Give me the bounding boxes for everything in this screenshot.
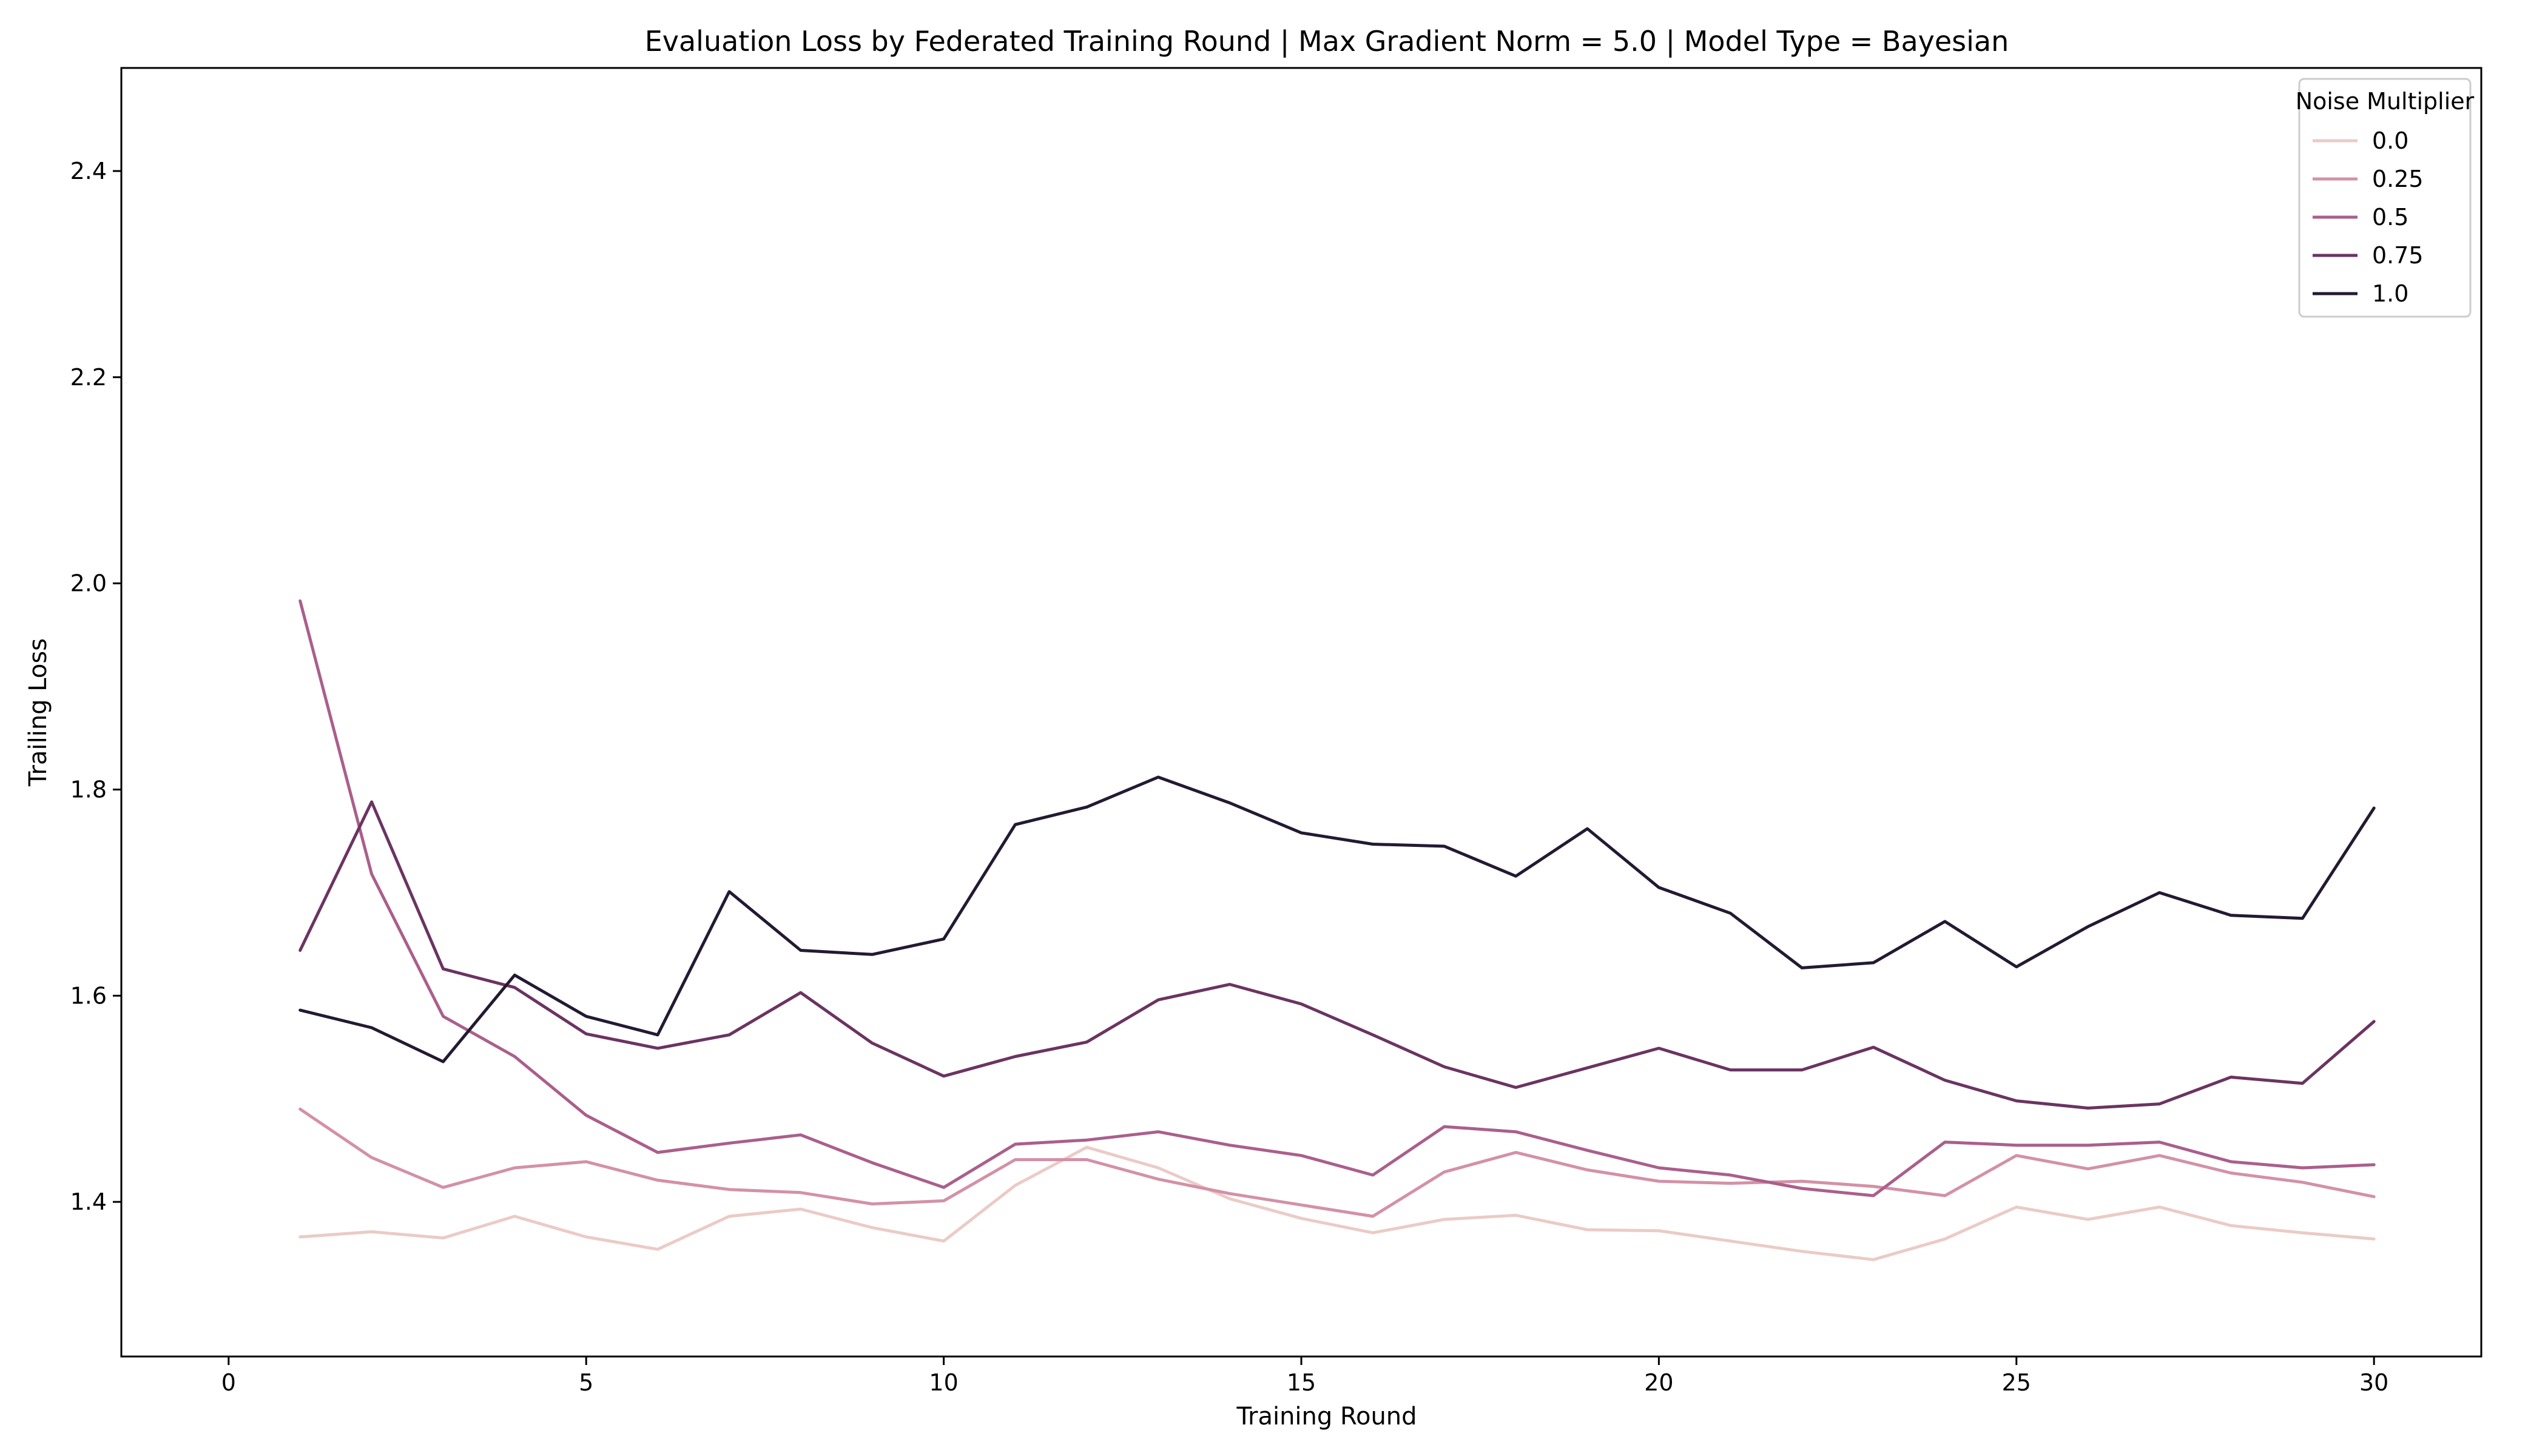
legend-label: 0.5 [2372, 204, 2408, 231]
legend-label: 0.25 [2372, 166, 2424, 192]
axis-ticks: 0 5 10 15 20 25 30 1.4 1.6 1.8 2.0 2.2 2.4 [70, 158, 2389, 1396]
plot-frame [120, 67, 2482, 1358]
legend-frame [2298, 78, 2472, 318]
series-line-0-75 [298, 800, 2376, 1110]
y-tick-label: 2.4 [70, 158, 107, 184]
series-line-0-0 [298, 1145, 2376, 1261]
y-tick-label: 2.2 [70, 364, 107, 391]
legend-items: 0.0 0.25 0.5 0.75 1.0 [2313, 127, 2424, 307]
series-line-0-5 [298, 599, 2376, 1198]
x-tick-label: 20 [1644, 1369, 1673, 1396]
legend-label: 1.0 [2372, 280, 2408, 307]
y-axis-label: Trailing Loss [24, 638, 52, 787]
x-tick-label: 15 [1287, 1369, 1316, 1396]
series-line-0-25 [298, 1107, 2376, 1218]
y-tick-label: 1.6 [70, 982, 107, 1009]
x-tick-label: 5 [579, 1369, 593, 1396]
legend-label: 0.0 [2372, 127, 2408, 154]
legend-label: 0.75 [2372, 242, 2424, 269]
legend-title: Noise Multiplier [2296, 88, 2475, 115]
x-axis-label: Training Round [1236, 1403, 1417, 1431]
y-tick-label: 1.4 [70, 1188, 107, 1215]
x-tick-label: 10 [929, 1369, 958, 1396]
series-lines [298, 599, 2376, 1261]
x-tick-label: 0 [221, 1369, 236, 1396]
y-tick-label: 2.0 [70, 570, 107, 597]
series-line-1-0 [298, 775, 2376, 1063]
y-tick-label: 1.8 [70, 776, 107, 803]
x-tick-label: 25 [2002, 1369, 2031, 1396]
chart-title: Evaluation Loss by Federated Training Ro… [645, 25, 2009, 58]
x-tick-label: 30 [2359, 1369, 2388, 1396]
legend: Noise Multiplier 0.0 0.25 0.5 0.75 1.0 [2296, 78, 2475, 318]
